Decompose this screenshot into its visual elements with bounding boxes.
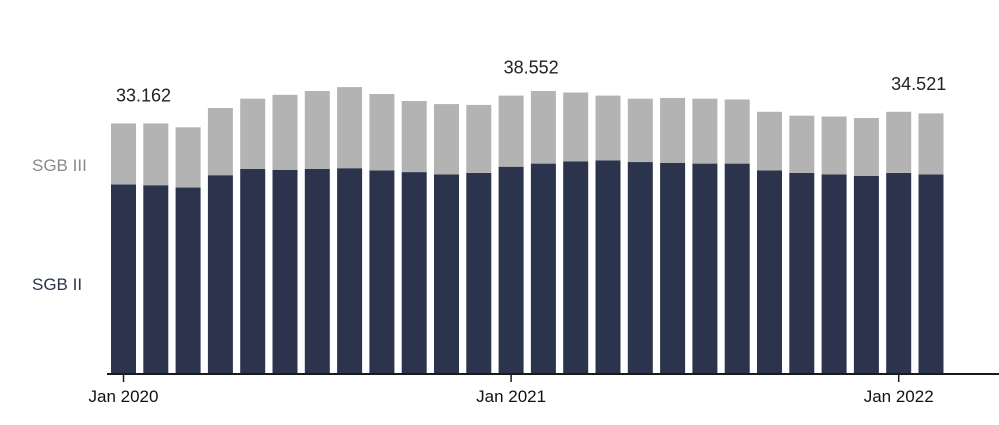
bar-sgb-ii (434, 174, 459, 373)
bar-sgb-ii (337, 168, 363, 373)
bar-sgb-iii (853, 118, 879, 176)
data-label: 38.552 (504, 58, 559, 78)
bar-sgb-ii (498, 166, 524, 373)
bar-sgb-iii (660, 97, 686, 163)
bar-sgb-ii (821, 174, 847, 373)
bar-sgb-iii (434, 104, 459, 175)
bar-sgb-ii (757, 170, 782, 373)
bar-sgb-ii (563, 161, 589, 373)
bar-sgb-ii (175, 187, 201, 373)
bar-sgb-iii (466, 104, 492, 173)
bar-sgb-iii (498, 95, 524, 167)
data-label: 34.521 (891, 74, 946, 94)
bar-sgb-iii (304, 91, 330, 169)
bar-sgb-ii (724, 163, 750, 373)
bar-sgb-ii (660, 162, 686, 373)
bar-sgb-iii (918, 113, 944, 175)
x-tick-label: Jan 2020 (89, 387, 159, 406)
bar-sgb-iii (821, 116, 847, 175)
bar-sgb-iii (724, 99, 750, 164)
bar-sgb-ii (207, 175, 233, 373)
bar-sgb-ii (272, 169, 298, 373)
bar-sgb-iii (789, 115, 815, 173)
bar-sgb-iii (272, 94, 298, 170)
bar-sgb-iii (337, 87, 363, 169)
bar-sgb-ii (853, 176, 879, 373)
x-tick-label: Jan 2022 (864, 387, 934, 406)
bar-sgb-ii (886, 172, 912, 373)
bar-sgb-iii (627, 98, 653, 163)
bar-sgb-iii (369, 94, 395, 171)
bar-sgb-iii (692, 98, 718, 164)
bar-sgb-iii (175, 127, 201, 188)
bar-sgb-iii (143, 123, 169, 186)
bar-sgb-ii (401, 172, 427, 373)
bar-sgb-ii (143, 185, 169, 373)
series-label-sgb-ii: SGB II (32, 275, 82, 294)
bar-sgb-ii (466, 172, 492, 373)
x-tick-label: Jan 2021 (476, 387, 546, 406)
bar-sgb-iii (595, 95, 621, 161)
bar-sgb-iii (563, 92, 589, 162)
bar-sgb-iii (401, 101, 427, 173)
bar-sgb-ii (692, 163, 718, 373)
bar-sgb-ii (530, 163, 556, 373)
bar-sgb-iii (530, 91, 556, 164)
bar-sgb-ii (304, 169, 330, 373)
bar-sgb-ii (789, 172, 815, 373)
bar-sgb-iii (240, 98, 266, 169)
series-label-sgb-iii: SGB III (32, 156, 87, 175)
bar-sgb-iii (111, 123, 136, 185)
bar-sgb-iii (207, 108, 233, 176)
bar-sgb-ii (240, 169, 266, 373)
bar-sgb-ii (918, 174, 944, 373)
data-label: 33.162 (116, 85, 171, 105)
x-axis-ticks: Jan 2020 Jan 2021 Jan 2022 (89, 374, 934, 406)
bar-sgb-ii (595, 160, 621, 373)
bar-sgb-iii (886, 111, 912, 173)
bar-sgb-ii (627, 162, 653, 373)
bars-group (111, 87, 944, 373)
bar-sgb-iii (757, 111, 782, 171)
data-labels-group: 33.162 38.552 34.521 (116, 58, 946, 106)
bar-sgb-ii (111, 184, 136, 373)
bar-sgb-ii (369, 170, 395, 373)
